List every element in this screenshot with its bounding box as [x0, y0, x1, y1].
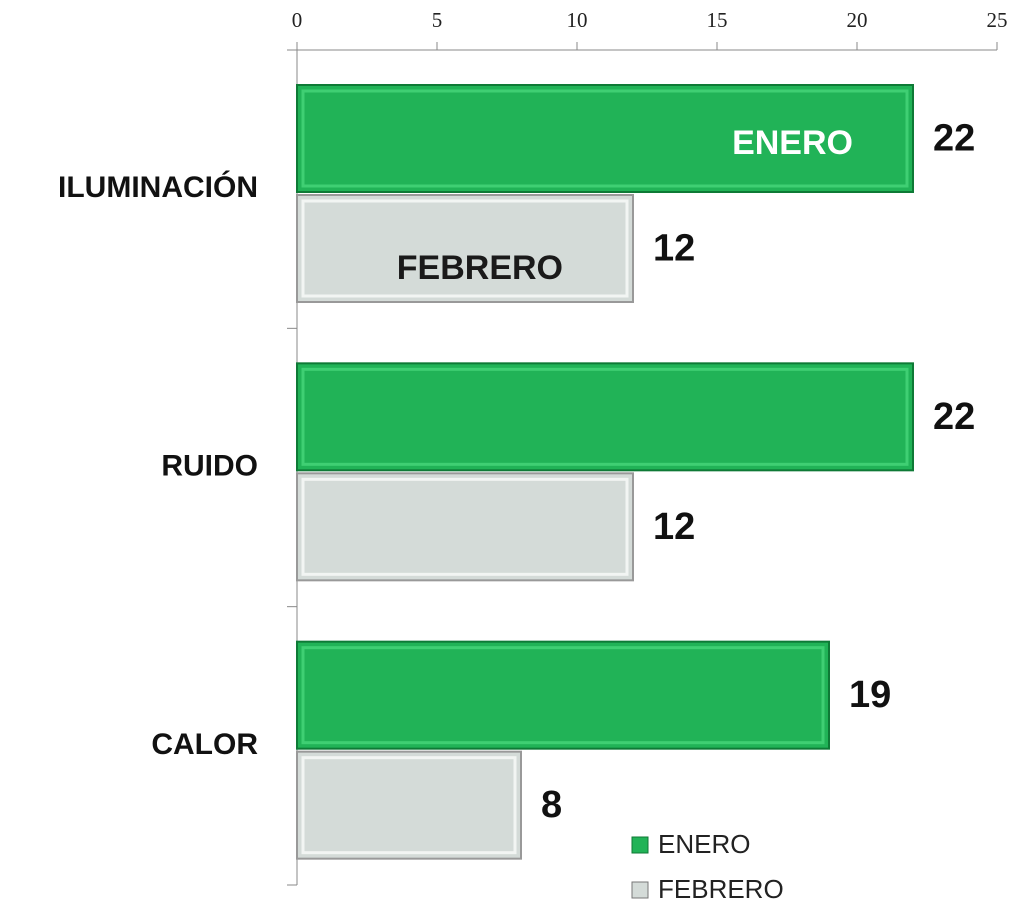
category-label: RUIDO [161, 449, 258, 482]
x-tick-label: 20 [847, 8, 868, 32]
legend-marker [631, 881, 649, 899]
value-label: 19 [849, 674, 891, 716]
legend-marker [631, 836, 649, 854]
bar-bevel [301, 756, 517, 855]
value-label: 12 [653, 506, 695, 548]
bar [296, 84, 914, 193]
bar-bevel [301, 89, 909, 188]
bar-bevel [301, 646, 825, 745]
x-tick-label: 5 [432, 8, 443, 32]
value-label: 12 [653, 228, 695, 270]
category-label: ILUMINACIÓN [58, 170, 258, 204]
value-label: 8 [541, 784, 562, 826]
bar [296, 640, 830, 750]
x-tick-label: 0 [292, 8, 303, 32]
bar [296, 750, 522, 860]
value-label: 22 [933, 396, 975, 438]
bar [296, 194, 634, 303]
bar [296, 472, 634, 582]
bar-annotation: ENERO [732, 124, 853, 162]
value-label: 22 [933, 118, 975, 160]
legend-label: ENERO [658, 829, 750, 859]
bar-bevel [301, 477, 629, 576]
category-label: CALOR [151, 728, 258, 761]
bar [296, 362, 914, 472]
bar-bevel [301, 199, 629, 298]
x-tick-label: 25 [987, 8, 1008, 32]
bar-bevel [301, 367, 909, 466]
legend-label: FEBRERO [658, 874, 784, 904]
x-tick-label: 15 [707, 8, 728, 32]
bar-annotation: FEBRERO [397, 249, 563, 287]
x-tick-label: 10 [567, 8, 588, 32]
